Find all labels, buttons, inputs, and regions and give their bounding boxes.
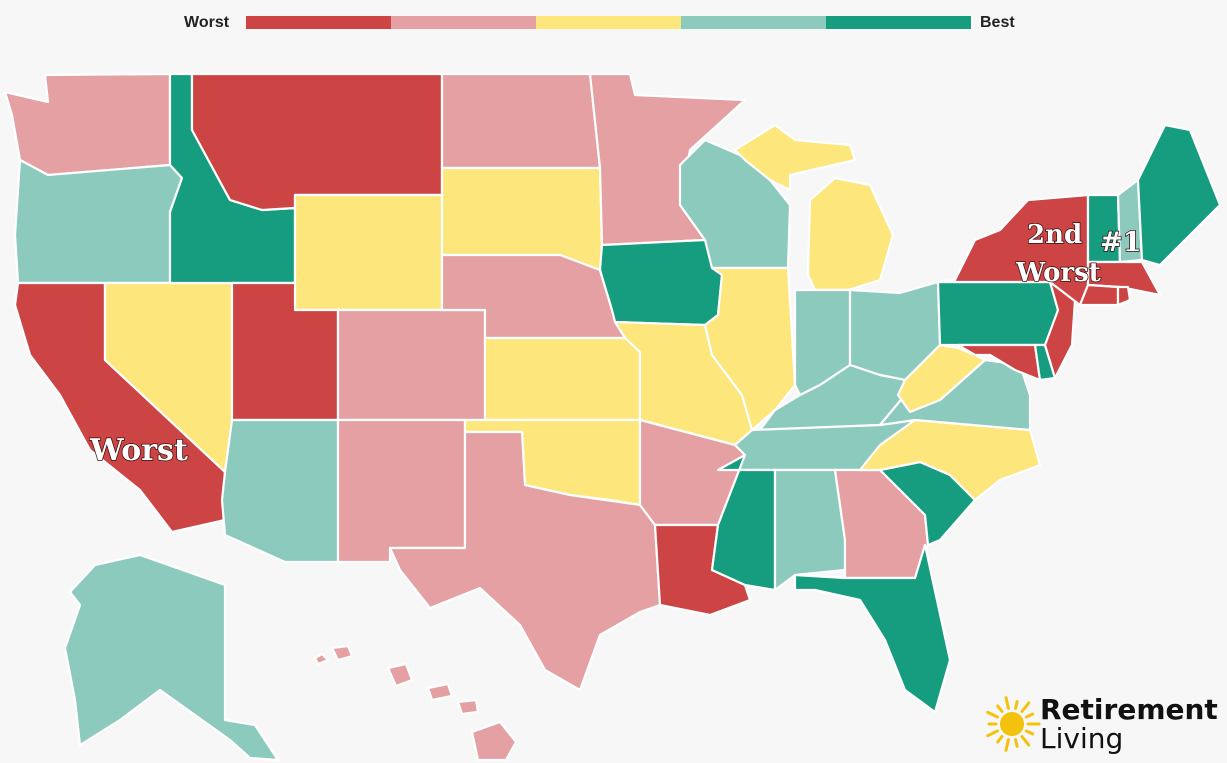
state-pennsylvania[interactable] <box>936 280 1060 347</box>
state-wisconsin[interactable] <box>678 138 792 270</box>
color-legend: Worst Best <box>0 8 1227 38</box>
state-new-mexico[interactable] <box>336 418 467 564</box>
state-rhode-island[interactable] <box>1116 285 1132 307</box>
state-wyoming[interactable] <box>293 193 444 312</box>
brand-name-line2: Living <box>1040 722 1124 755</box>
sun-ray <box>1020 735 1031 747</box>
state-massachusetts[interactable] <box>1086 260 1162 297</box>
sun-icon <box>986 696 1041 752</box>
state-hawaii[interactable] <box>313 644 518 762</box>
sun-ray <box>1014 700 1019 710</box>
callout-worst: Worst <box>89 433 188 468</box>
sun-ray <box>1014 738 1019 748</box>
sun-ray <box>1020 701 1031 713</box>
state-kansas[interactable] <box>483 336 642 422</box>
sun-ray <box>986 710 1000 719</box>
callout-2nd-worst-line2: Worst <box>1015 258 1101 288</box>
state-texas[interactable] <box>388 430 662 692</box>
state-washington[interactable] <box>3 72 172 177</box>
sun-ray <box>996 735 1004 744</box>
state-oregon[interactable] <box>13 158 184 285</box>
sun-ray <box>986 729 1000 738</box>
sun-ray <box>1004 696 1010 710</box>
legend-segment-high <box>681 16 826 29</box>
legend-segment-best <box>826 16 971 29</box>
state-connecticut[interactable] <box>1078 283 1120 307</box>
legend-segment-mid <box>536 16 681 29</box>
sun-ray <box>1024 729 1035 736</box>
state-arizona[interactable] <box>220 418 340 564</box>
callout-2nd-worst-line1: 2nd <box>1027 220 1082 250</box>
legend-segment-low <box>391 16 536 29</box>
state-alaska[interactable] <box>63 553 280 762</box>
state-illinois[interactable] <box>703 266 797 432</box>
sun-ray <box>1024 712 1035 719</box>
legend-worst-label: Worst <box>184 14 230 31</box>
state-maine[interactable] <box>1136 123 1222 267</box>
legend-segment-worst <box>246 16 391 29</box>
state-florida[interactable] <box>793 543 952 714</box>
state-iowa[interactable] <box>598 238 724 327</box>
state-alabama[interactable] <box>773 468 847 592</box>
legend-best-label: Best <box>980 14 1015 31</box>
sun-ray <box>996 704 1004 713</box>
state-north-carolina[interactable] <box>858 418 1042 502</box>
sun-ray <box>1004 738 1010 752</box>
retirement-living-logo: Retirement Living <box>984 694 1224 756</box>
state-colorado[interactable] <box>336 308 487 422</box>
state-north-dakota[interactable] <box>440 72 602 170</box>
state-montana[interactable] <box>190 72 444 212</box>
brand-name-line1: Retirement <box>1040 693 1218 726</box>
callout-number-one: #1 <box>1100 227 1141 258</box>
